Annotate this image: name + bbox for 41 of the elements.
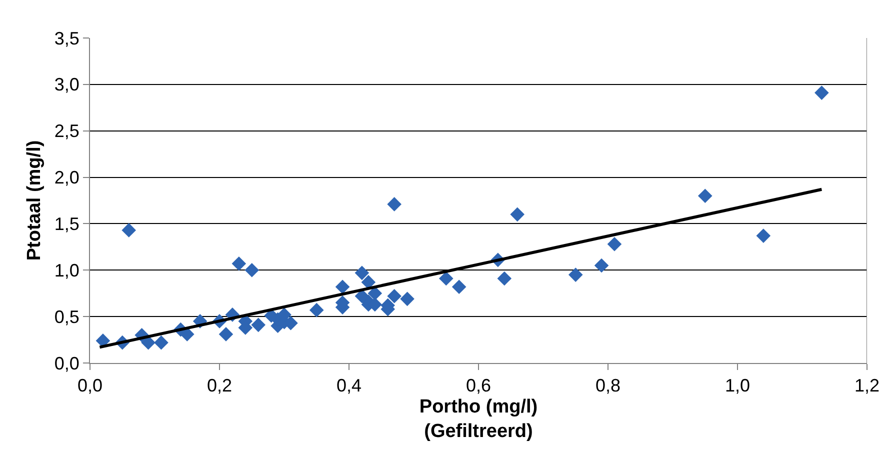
point <box>387 197 402 212</box>
point <box>154 335 168 350</box>
y-tick-label: 1,5 <box>54 214 80 234</box>
point <box>180 327 194 342</box>
y-tick-label: 0,0 <box>54 353 80 374</box>
x-tick-label: 0,8 <box>595 376 621 396</box>
point <box>698 188 712 204</box>
point <box>361 275 376 290</box>
point <box>400 292 414 306</box>
point <box>568 268 583 282</box>
x-tick-label: 0,0 <box>77 376 103 396</box>
y-tick-label: 0,5 <box>54 306 80 327</box>
point <box>218 327 234 342</box>
y-tick-label: 3,0 <box>54 74 80 95</box>
x-tick-label: 0,6 <box>466 376 492 396</box>
point <box>594 258 609 273</box>
y-tick-label: 2,0 <box>54 168 80 188</box>
point <box>510 207 524 222</box>
point <box>122 223 136 238</box>
point <box>387 288 402 304</box>
point <box>756 228 771 243</box>
y-tick-label: 1,0 <box>54 260 80 280</box>
point <box>607 236 622 252</box>
x-tick-label: 0,4 <box>336 376 362 396</box>
point <box>354 266 370 280</box>
x-tick-label: 1,0 <box>724 376 750 396</box>
y-axis-title: Ptotaal (mg/l) <box>24 140 46 261</box>
point <box>438 271 454 286</box>
point <box>814 86 829 100</box>
x-axis-title: Portho (mg/l) (Gefiltreerd) <box>419 396 538 442</box>
point <box>497 271 512 286</box>
y-tick-label: 2,5 <box>54 121 80 142</box>
x-tick-label: 0,2 <box>206 376 232 396</box>
point <box>244 262 260 278</box>
point <box>335 280 350 294</box>
y-tick-label: 3,5 <box>54 28 80 48</box>
point <box>251 318 266 332</box>
x-tick-label: 1,2 <box>854 376 880 396</box>
point <box>452 280 466 294</box>
point <box>309 302 324 318</box>
point <box>232 256 246 271</box>
